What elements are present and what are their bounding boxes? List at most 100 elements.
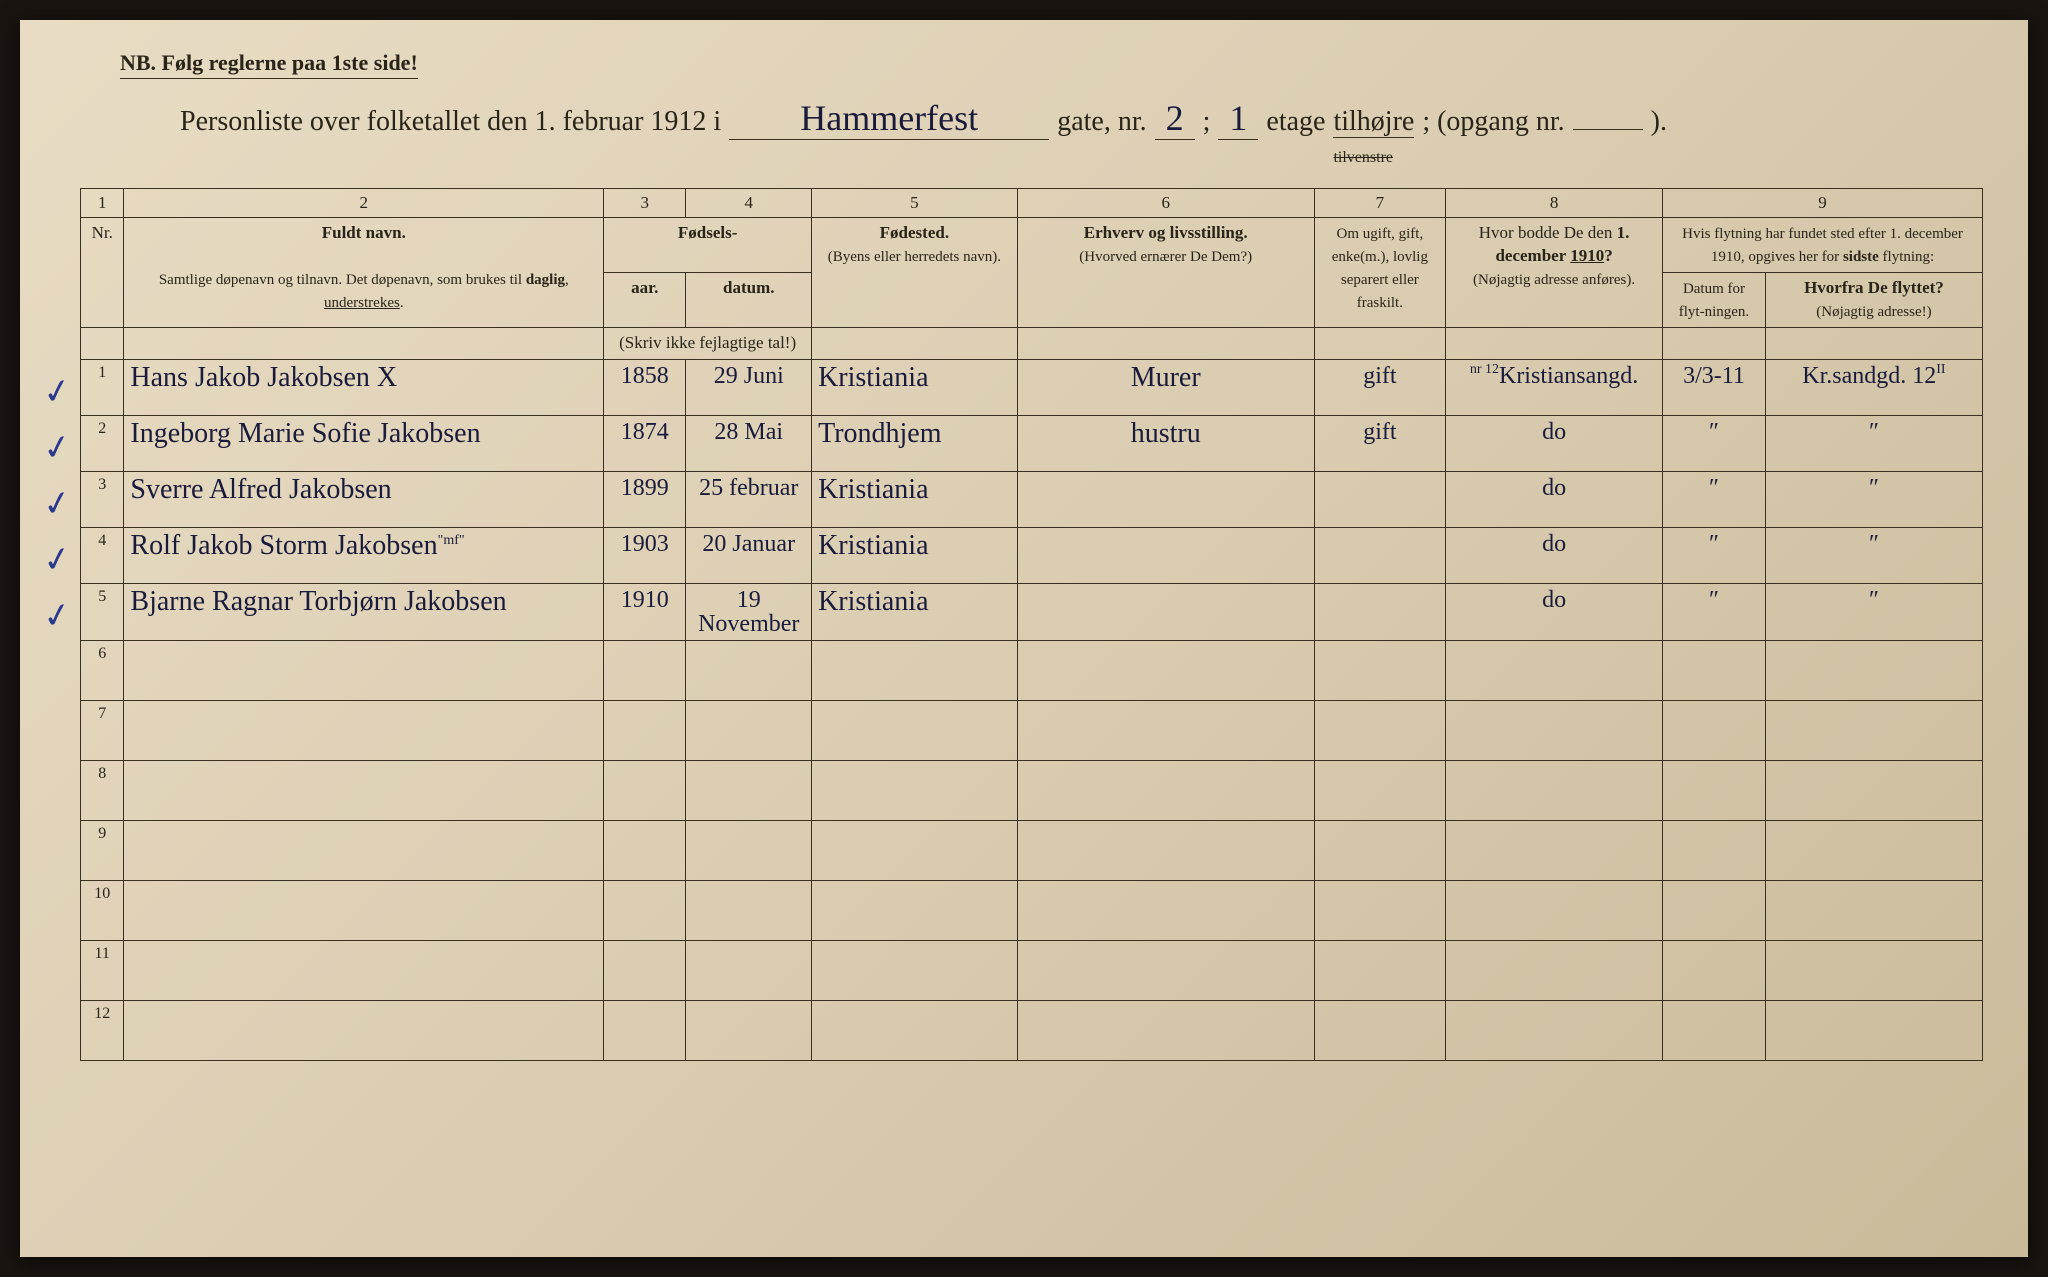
row-nr: ✓2 bbox=[81, 415, 124, 471]
hdr-nr: Nr. bbox=[81, 218, 124, 328]
hdr-civil-t: Om ugift, gift, enke(m.), lovlig separer… bbox=[1332, 226, 1428, 311]
cell-addr1910: nr 12Kristiansangd. bbox=[1446, 359, 1663, 415]
census-page: NB. Følg reglerne paa 1ste side! Personl… bbox=[20, 20, 2028, 1257]
checkmark-icon: ✓ bbox=[40, 370, 75, 414]
cell-name: Bjarne Ragnar Torbjørn Jakobsen bbox=[124, 583, 604, 640]
cell-civil bbox=[1314, 700, 1445, 760]
coln-4: 4 bbox=[686, 189, 812, 218]
cell-addr1910: do bbox=[1446, 415, 1663, 471]
cell-flytdato bbox=[1663, 700, 1766, 760]
cell-addr1910: do bbox=[1446, 471, 1663, 527]
table-row: 9 bbox=[81, 820, 1983, 880]
hdr-flytdato: Datum for flyt-ningen. bbox=[1663, 272, 1766, 327]
hdr-aar-t: aar. bbox=[631, 278, 658, 297]
cell-name bbox=[124, 640, 604, 700]
etage-nr: 1 bbox=[1218, 97, 1258, 140]
cell-fodested: Kristiania bbox=[812, 527, 1018, 583]
hdr-erhverv: Erhverv og livsstilling. (Hvorved ernære… bbox=[1017, 218, 1314, 328]
cell-fodested: Kristiania bbox=[812, 583, 1018, 640]
street-name: Hammerfest bbox=[729, 97, 1049, 140]
cell-civil bbox=[1314, 527, 1445, 583]
table-row: 7 bbox=[81, 700, 1983, 760]
cell-flytdato bbox=[1663, 640, 1766, 700]
hdr-1910: Hvor bodde De den 1. december 1910? (Nøj… bbox=[1446, 218, 1663, 328]
cell-aar bbox=[604, 820, 686, 880]
hdr-fodested: Fødested. (Byens eller herredets navn). bbox=[812, 218, 1018, 328]
table-row: 6 bbox=[81, 640, 1983, 700]
cell-erhverv bbox=[1017, 471, 1314, 527]
cell-hvorfra bbox=[1765, 700, 1982, 760]
cell-flytdato bbox=[1663, 880, 1766, 940]
cell-fodested: Kristiania bbox=[812, 359, 1018, 415]
tilhojre-group: tilhøjre tilvenstre bbox=[1333, 106, 1414, 170]
cell-aar bbox=[604, 700, 686, 760]
title-line: Personliste over folketallet den 1. febr… bbox=[180, 97, 1983, 170]
row-nr: 9 bbox=[81, 820, 124, 880]
cell-civil bbox=[1314, 1000, 1445, 1060]
checkmark-icon: ✓ bbox=[40, 538, 75, 582]
etage-label: etage bbox=[1266, 106, 1325, 138]
row-nr: 8 bbox=[81, 760, 124, 820]
cell-name bbox=[124, 700, 604, 760]
cell-civil bbox=[1314, 880, 1445, 940]
checkmark-icon: ✓ bbox=[40, 594, 75, 638]
cell-erhverv bbox=[1017, 880, 1314, 940]
checkmark-icon: ✓ bbox=[40, 426, 75, 470]
row-nr: 10 bbox=[81, 880, 124, 940]
semicolon: ; bbox=[1203, 106, 1211, 138]
cell-addr1910 bbox=[1446, 940, 1663, 1000]
cell-erhverv bbox=[1017, 700, 1314, 760]
cell-hvorfra: ″ bbox=[1765, 471, 1982, 527]
cell-flytdato: ″ bbox=[1663, 527, 1766, 583]
cell-civil bbox=[1314, 640, 1445, 700]
table-row: 11 bbox=[81, 940, 1983, 1000]
gate-label: gate, nr. bbox=[1057, 106, 1146, 138]
cell-flytdato bbox=[1663, 1000, 1766, 1060]
cell-fodested bbox=[812, 1000, 1018, 1060]
table-row: ✓3Sverre Alfred Jakobsen189925 februarKr… bbox=[81, 471, 1983, 527]
cell-name bbox=[124, 760, 604, 820]
opgang-label: ; (opgang nr. bbox=[1422, 106, 1564, 138]
cell-addr1910 bbox=[1446, 880, 1663, 940]
table-row: ✓5Bjarne Ragnar Torbjørn Jakobsen191019 … bbox=[81, 583, 1983, 640]
cell-hvorfra: ″ bbox=[1765, 415, 1982, 471]
cell-hvorfra: ″ bbox=[1765, 527, 1982, 583]
coln-7: 7 bbox=[1314, 189, 1445, 218]
cell-addr1910: do bbox=[1446, 527, 1663, 583]
cell-addr1910 bbox=[1446, 760, 1663, 820]
table-body: ✓1Hans Jakob Jakobsen X185829 JuniKristi… bbox=[81, 359, 1983, 1060]
cell-hvorfra: Kr.sandgd. 12II bbox=[1765, 359, 1982, 415]
hdr-name-title: Fuldt navn. bbox=[322, 223, 406, 242]
cell-aar bbox=[604, 940, 686, 1000]
row-nr: 7 bbox=[81, 700, 124, 760]
coln-3: 3 bbox=[604, 189, 686, 218]
hdr-fodested-t: Fødested. bbox=[880, 223, 949, 242]
hdr-hvorfra-s: (Nøjagtig adresse!) bbox=[1816, 304, 1931, 320]
hdr-datum: datum. bbox=[686, 272, 812, 327]
cell-erhverv bbox=[1017, 527, 1314, 583]
hdr-flyt-t: Hvis flytning har fundet sted efter 1. d… bbox=[1682, 226, 1963, 265]
cell-hvorfra bbox=[1765, 1000, 1982, 1060]
cell-flytdato: 3/3-11 bbox=[1663, 359, 1766, 415]
hdr-name: Fuldt navn. Samtlige døpenavn og tilnavn… bbox=[124, 218, 604, 328]
coln-9: 9 bbox=[1663, 189, 1983, 218]
table-row: ✓4Rolf Jakob Storm Jakobsen"mf"190320 Ja… bbox=[81, 527, 1983, 583]
coln-2: 2 bbox=[124, 189, 604, 218]
cell-hvorfra bbox=[1765, 940, 1982, 1000]
cell-datum bbox=[686, 760, 812, 820]
hdr-fodested-s: (Byens eller herredets navn). bbox=[828, 249, 1001, 265]
cell-name bbox=[124, 1000, 604, 1060]
cell-flytdato: ″ bbox=[1663, 583, 1766, 640]
cell-civil bbox=[1314, 760, 1445, 820]
cell-datum bbox=[686, 880, 812, 940]
b9b bbox=[1765, 327, 1982, 359]
cell-erhverv bbox=[1017, 940, 1314, 1000]
cell-name: Rolf Jakob Storm Jakobsen"mf" bbox=[124, 527, 604, 583]
closing: ). bbox=[1651, 106, 1667, 138]
b9a bbox=[1663, 327, 1766, 359]
b5 bbox=[812, 327, 1018, 359]
cell-hvorfra bbox=[1765, 820, 1982, 880]
gate-nr: 2 bbox=[1155, 97, 1195, 140]
cell-aar: 1899 bbox=[604, 471, 686, 527]
b7 bbox=[1314, 327, 1445, 359]
